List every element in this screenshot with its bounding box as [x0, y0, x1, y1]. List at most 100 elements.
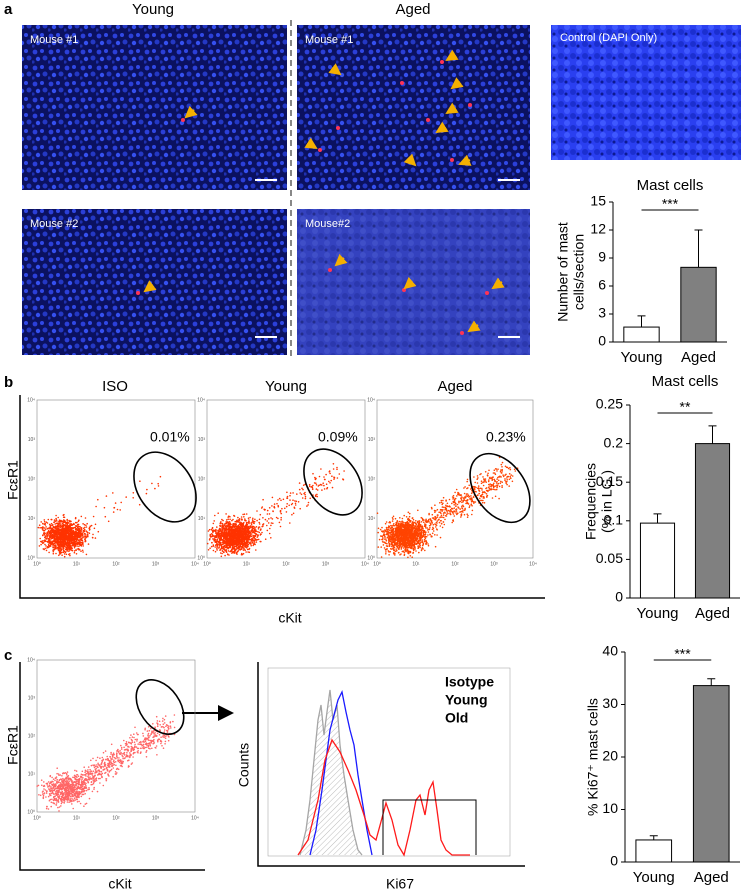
event-dot: [414, 522, 416, 524]
event-dot: [146, 493, 148, 495]
event-dot: [274, 507, 276, 509]
event-dot: [436, 534, 438, 536]
event-dot: [66, 522, 68, 524]
event-dot: [288, 505, 290, 507]
event-dot: [139, 480, 141, 482]
event-dot: [74, 543, 76, 545]
event-dot: [456, 489, 458, 491]
event-dot: [382, 539, 384, 541]
flow-tick-label: 10⁰: [373, 561, 381, 567]
event-dot: [464, 509, 466, 511]
plot-title: ISO: [102, 378, 128, 395]
event-dot: [247, 531, 249, 533]
event-dot: [279, 522, 281, 524]
event-dot: [82, 523, 84, 525]
event-dot: [62, 526, 64, 528]
event-dot: [248, 523, 250, 525]
event-dot: [80, 544, 82, 546]
event-dot: [234, 536, 236, 538]
flow-tick-label: 10²: [282, 561, 290, 567]
event-dot: [119, 509, 121, 511]
event-dot: [460, 501, 462, 503]
event-dot: [231, 552, 233, 554]
event-dot: [444, 519, 446, 521]
flow-tick-label: 10¹: [243, 561, 251, 567]
event-dot: [336, 469, 338, 471]
event-dot: [442, 506, 444, 508]
event-dot: [260, 533, 262, 535]
event-dot: [296, 493, 298, 495]
event-dot: [249, 543, 251, 545]
flow-tick-label: 10⁴: [361, 561, 369, 567]
event-dot: [260, 514, 262, 516]
event-dot: [218, 531, 220, 533]
image-label: Control (DAPI Only): [560, 32, 657, 44]
event-dot: [483, 479, 485, 481]
event-dot: [58, 532, 60, 534]
event-dot: [235, 536, 237, 538]
event-dot: [248, 521, 250, 523]
event-dot: [305, 498, 307, 500]
event-dot: [255, 535, 257, 537]
event-dot: [409, 519, 411, 521]
event-dot: [259, 532, 261, 534]
event-dot: [309, 486, 311, 488]
event-dot: [237, 547, 239, 549]
event-dot: [432, 514, 434, 516]
event-dot: [51, 535, 53, 537]
event-dot: [434, 534, 436, 536]
event-dot: [433, 524, 435, 526]
event-dot: [315, 494, 317, 496]
event-dot: [57, 547, 59, 549]
event-dot: [240, 535, 242, 537]
event-dot: [68, 542, 70, 544]
event-dot: [56, 519, 58, 521]
event-dot: [287, 496, 289, 498]
event-dot: [79, 542, 81, 544]
event-dot: [247, 537, 249, 539]
event-dot: [44, 527, 46, 529]
event-dot: [214, 515, 216, 517]
event-dot: [53, 522, 55, 524]
event-dot: [284, 508, 286, 510]
event-dot: [70, 523, 72, 525]
event-dot: [445, 500, 447, 502]
event-dot: [423, 521, 425, 523]
event-dot: [220, 549, 222, 551]
event-dot: [407, 518, 409, 520]
column-header: Aged: [395, 1, 430, 18]
event-dot: [75, 517, 77, 519]
event-dot: [208, 530, 210, 532]
event-dot: [85, 536, 87, 538]
event-dot: [316, 488, 318, 490]
event-dot: [242, 544, 244, 546]
event-dot: [87, 534, 89, 536]
gate: [121, 440, 209, 533]
legend: IsotypeYoungOld: [445, 674, 494, 726]
event-dot: [506, 484, 508, 486]
event-dot: [89, 527, 91, 529]
flow-tick-label: 10¹: [73, 561, 81, 567]
event-dot: [68, 551, 70, 553]
event-dot: [299, 489, 301, 491]
event-dot: [57, 539, 59, 541]
event-dot: [212, 532, 214, 534]
flow-tick-label: 10⁰: [27, 555, 35, 561]
event-dot: [472, 510, 474, 512]
event-dot: [87, 536, 89, 538]
event-dot: [267, 513, 269, 515]
event-dot: [431, 536, 433, 538]
event-dot: [47, 531, 49, 533]
event-dot: [399, 521, 401, 523]
event-dot: [83, 528, 85, 530]
event-dot: [66, 543, 68, 545]
event-dot: [53, 545, 55, 547]
event-dot: [84, 531, 86, 533]
event-dot: [42, 534, 44, 536]
flow-tick-label: 10⁴: [529, 561, 537, 567]
event-dot: [241, 553, 243, 555]
event-dot: [220, 552, 222, 554]
event-dot: [209, 547, 211, 549]
event-dot: [391, 527, 393, 529]
event-dot: [227, 516, 229, 518]
